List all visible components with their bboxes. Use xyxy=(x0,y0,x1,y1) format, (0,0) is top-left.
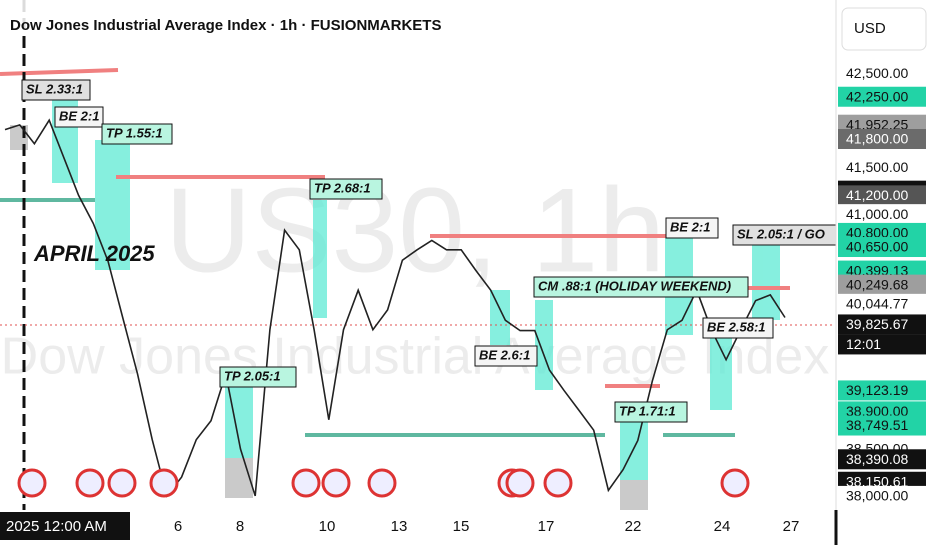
price-label-bg xyxy=(838,293,926,314)
x-tick-label: 17 xyxy=(538,518,555,535)
zones-grey xyxy=(10,125,648,510)
price-label: 40,800.00 xyxy=(846,225,908,241)
price-label: 38,390.08 xyxy=(846,451,908,467)
price-label: 41,952.25 xyxy=(846,116,908,132)
countdown: 12:01 xyxy=(846,336,881,352)
price-label: 40,399.13 xyxy=(846,262,908,278)
price-label-bg xyxy=(838,415,926,436)
price-label-bg xyxy=(838,129,926,150)
chart-title: Dow Jones Industrial Average Index · 1h … xyxy=(10,17,441,34)
x-tick-label: 10 xyxy=(319,518,336,535)
x-tick-label: 8 xyxy=(236,518,244,535)
currency-button[interactable] xyxy=(841,7,927,51)
event-flags xyxy=(17,468,750,498)
annotation: CM .88:1 (HOLIDAY WEEKEND) xyxy=(538,278,731,293)
time-axis xyxy=(0,510,836,550)
annotation: TP 2.68:1 xyxy=(314,180,371,195)
price-label-bg xyxy=(838,185,926,206)
price-label: 40,044.77 xyxy=(846,296,908,312)
currency[interactable]: USD xyxy=(854,20,886,37)
price-label-bg xyxy=(838,63,926,84)
x-tick-label: 27 xyxy=(783,518,800,535)
price-label: 41,200.00 xyxy=(846,187,908,203)
price-label: 41,500.00 xyxy=(846,159,908,175)
annotation: TP 1.55:1 xyxy=(106,125,163,140)
price-label: 38,000.00 xyxy=(846,488,908,504)
x-tick-label: 2025 12:00 AM xyxy=(6,518,107,535)
annotation: BE 2.58:1 xyxy=(707,319,766,334)
annotation: SL 2.33:1 xyxy=(26,81,83,96)
cursor-time-bg xyxy=(0,512,130,540)
price-label: 42,500.00 xyxy=(846,65,908,81)
price-label: 40,249.68 xyxy=(846,276,908,292)
x-tick-label: 13 xyxy=(391,518,408,535)
price-label-bg xyxy=(838,314,926,335)
price-label: 41,000.00 xyxy=(846,206,908,222)
price-label: 38,749.51 xyxy=(846,417,908,433)
price-label-bg xyxy=(838,485,926,506)
price-label: 42,250.00 xyxy=(846,88,908,104)
price-label: 38,900.00 xyxy=(846,403,908,419)
x-tick-label: 15 xyxy=(453,518,470,535)
level-lines xyxy=(0,68,790,437)
price-label-bg xyxy=(838,449,926,470)
annotation: BE 2.6:1 xyxy=(479,347,530,362)
price-label-bg xyxy=(838,86,926,107)
annotation: TP 2.05:1 xyxy=(224,368,281,383)
x-tick-label: 6 xyxy=(174,518,182,535)
annotations: SL 2.33:1 BE 2:1 TP 1.55:1 TP 2.68:1 TP … xyxy=(21,79,838,423)
watermark-symbol: US30, 1h xyxy=(165,164,665,298)
price-label: 40,650.00 xyxy=(846,239,908,255)
price-label-bg xyxy=(838,274,926,295)
annotation: SL 2.05:1 / GO xyxy=(737,226,825,241)
price-label: 39,123.19 xyxy=(846,382,908,398)
annotation: TP 1.71:1 xyxy=(619,403,676,418)
annotation: BE 2:1 xyxy=(670,219,710,234)
price-label-bg xyxy=(838,157,926,178)
price-line xyxy=(4,118,786,498)
month-label: APRIL 2025 xyxy=(33,241,155,266)
price-label: 38,150.61 xyxy=(846,473,908,489)
x-tick-label: 22 xyxy=(625,518,642,535)
price-label: 39,825.67 xyxy=(846,316,908,332)
price-label-bg xyxy=(838,380,926,401)
countdown-bg xyxy=(838,334,926,355)
title-bg xyxy=(0,0,450,36)
price-label: 41,800.00 xyxy=(846,131,908,147)
annotation: BE 2:1 xyxy=(59,108,99,123)
x-tick-label: 24 xyxy=(714,518,731,535)
price-label-bg xyxy=(838,204,926,225)
price-label-bg xyxy=(838,237,926,258)
